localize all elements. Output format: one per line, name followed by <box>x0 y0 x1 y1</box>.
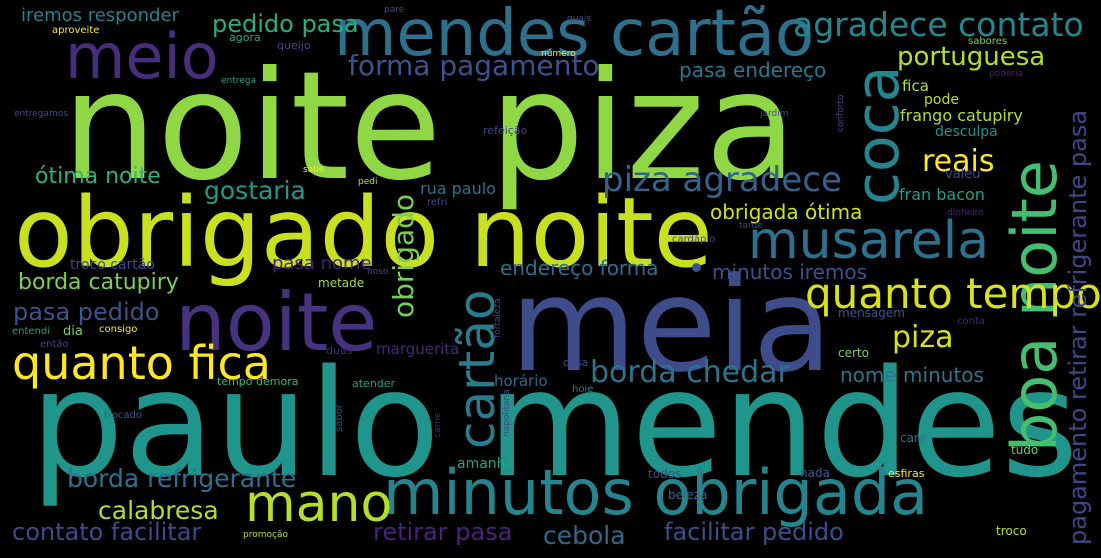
word-obrigado-noite: obrigado noite <box>14 177 713 289</box>
word-consigo: consigo <box>99 324 138 335</box>
word-borda-catupiry: borda catupiry <box>18 270 179 295</box>
word-portuguesa: portuguesa <box>897 42 1046 72</box>
word-pasa-nome: pasa nome <box>272 253 372 274</box>
word-jardim: jardim <box>760 109 789 119</box>
word-quais: quais <box>567 14 592 24</box>
word-minutos-obrigada: minutos obrigada <box>383 456 929 529</box>
word-pasa-pedido: pasa pedido <box>13 298 160 326</box>
word-agradece-contato: agradece contato <box>793 5 1084 44</box>
word-dinheiro: dinheiro <box>947 208 984 218</box>
word-obrigada-otima: obrigada ótima <box>710 200 863 224</box>
word-fica: fica <box>902 77 929 95</box>
word-sabe: sabe <box>303 165 325 175</box>
word-mensagem: mensagem <box>838 306 905 320</box>
word-sabor-vertical: sabor <box>334 404 345 432</box>
word-tudo: tudo <box>1011 443 1039 457</box>
word-contato-facilitar: contato facilitar <box>12 518 202 546</box>
word-meio: meio <box>65 20 219 93</box>
word-retirar-pasa: retirar pasa <box>373 518 513 546</box>
word-sabores: sabores <box>968 36 1008 47</box>
word-endereco-forma: endereço forma <box>500 256 659 280</box>
word-troco: troco <box>996 524 1027 538</box>
word-rua-paulo: rua paulo <box>420 179 496 198</box>
word-pagamento-retirar-refrigerante-pasa-vertical: pagamento retirar refrigerante pasa <box>1064 109 1092 545</box>
word-desculpa: desculpa <box>935 124 998 140</box>
word-musarela: musarela <box>748 211 990 271</box>
word-conta: conta <box>957 316 986 327</box>
word-nada: nada <box>800 466 830 480</box>
word-fran-bacon: fran bacon <box>899 185 985 204</box>
word-numero: número <box>541 49 576 59</box>
word-cardapio: cardápio <box>672 234 716 245</box>
word-conforto-vertical: conforto <box>836 94 846 132</box>
word-noite-piza: noite piza <box>62 40 797 214</box>
word-metade: metade <box>318 276 365 290</box>
word-cebola: cebola <box>543 521 626 550</box>
word-pedi: pedi <box>358 177 378 187</box>
word-pasa-endereco: pasa endereço <box>679 58 827 82</box>
word-entregamos: entregamos <box>14 109 68 119</box>
word-entao: então <box>40 339 69 350</box>
word-minutos-iremos: minutos iremos <box>712 260 868 284</box>
word-napolitana-vertical: napolitana <box>502 389 512 437</box>
word-agora: agora <box>229 31 261 44</box>
word-refri: refri <box>427 197 448 208</box>
word-certo: certo <box>838 346 869 360</box>
word-paulo-mendes: paulo mendes <box>30 338 1079 510</box>
word-hoje: hoje <box>572 384 594 395</box>
word-piza-small: piza <box>892 320 954 355</box>
word-fortaleza-vertical: fortaleza <box>493 298 503 338</box>
word-forma-pagamento: forma pagamento <box>348 49 600 82</box>
word-trocado: trocado <box>104 410 143 421</box>
word-aproveite: aproveite <box>52 25 100 36</box>
word-tempo-demora: tempo demora <box>217 375 299 388</box>
word-duas: duas <box>326 344 353 357</box>
word-frango-catupiry: frango catupiry <box>900 106 1023 125</box>
word-nome-minutos: nome minutos <box>840 363 984 387</box>
word-piza-agradece: piza agradece <box>602 160 842 200</box>
word-meia: meia <box>510 249 833 401</box>
word-poderia: poderia <box>989 69 1024 79</box>
word-borda-refrigerante: borda refrigerante <box>67 464 297 493</box>
word-todos: todos <box>648 467 682 481</box>
word-troco-cartao: troco cartão <box>70 257 155 273</box>
word-casa: casa <box>563 356 589 369</box>
word-valeu: valeu <box>945 167 981 182</box>
word-obrigado-vertical: obrigado <box>387 193 420 318</box>
word-iremos-responder: iremos responder <box>21 5 179 26</box>
word-promocao: promoção <box>243 530 288 540</box>
word-marguerita: marguerita <box>376 340 460 358</box>
word-quanto-tempo: quanto tempo <box>805 269 1101 318</box>
word-entendi: entendi <box>12 326 51 337</box>
word-otima-noite: ótima noite <box>35 164 161 189</box>
word-cara: cara <box>900 431 927 445</box>
word-atender: atender <box>352 377 396 390</box>
word-esfiras: esfiras <box>888 467 925 480</box>
word-pare: pare <box>384 5 405 15</box>
word-reais: reais <box>922 144 995 179</box>
word-entrega: entrega <box>221 76 257 86</box>
word-pode: pode <box>924 92 959 108</box>
word-horario: horário <box>494 372 548 390</box>
word-amanha: amanhã <box>457 456 515 472</box>
word-gostaria: gostaria <box>204 176 306 205</box>
word-beleza: beleza <box>668 488 708 502</box>
word-noso: noso <box>367 267 389 277</box>
word-calabresa: calabresa <box>98 496 219 525</box>
word-queijo: queijo <box>277 39 311 52</box>
word-carne-vertical: carne <box>433 412 443 438</box>
word-borda-chedar: borda chedar <box>590 355 790 390</box>
word-mano: mano <box>245 474 393 534</box>
word-dia: dia <box>63 324 83 339</box>
word-facilitar-pedido: facilitar pedido <box>664 518 844 546</box>
word-tarde: tarde <box>739 221 763 231</box>
word-refeicao: refeição <box>483 124 528 137</box>
word-dot <box>692 263 701 272</box>
word-pedido-pasa: pedido pasa <box>212 10 359 38</box>
word-quanto-fica: quanto fica <box>12 336 271 390</box>
word-mendes-cartao: mendes cartão <box>334 0 815 71</box>
word-noite-mid: noite <box>175 276 378 369</box>
